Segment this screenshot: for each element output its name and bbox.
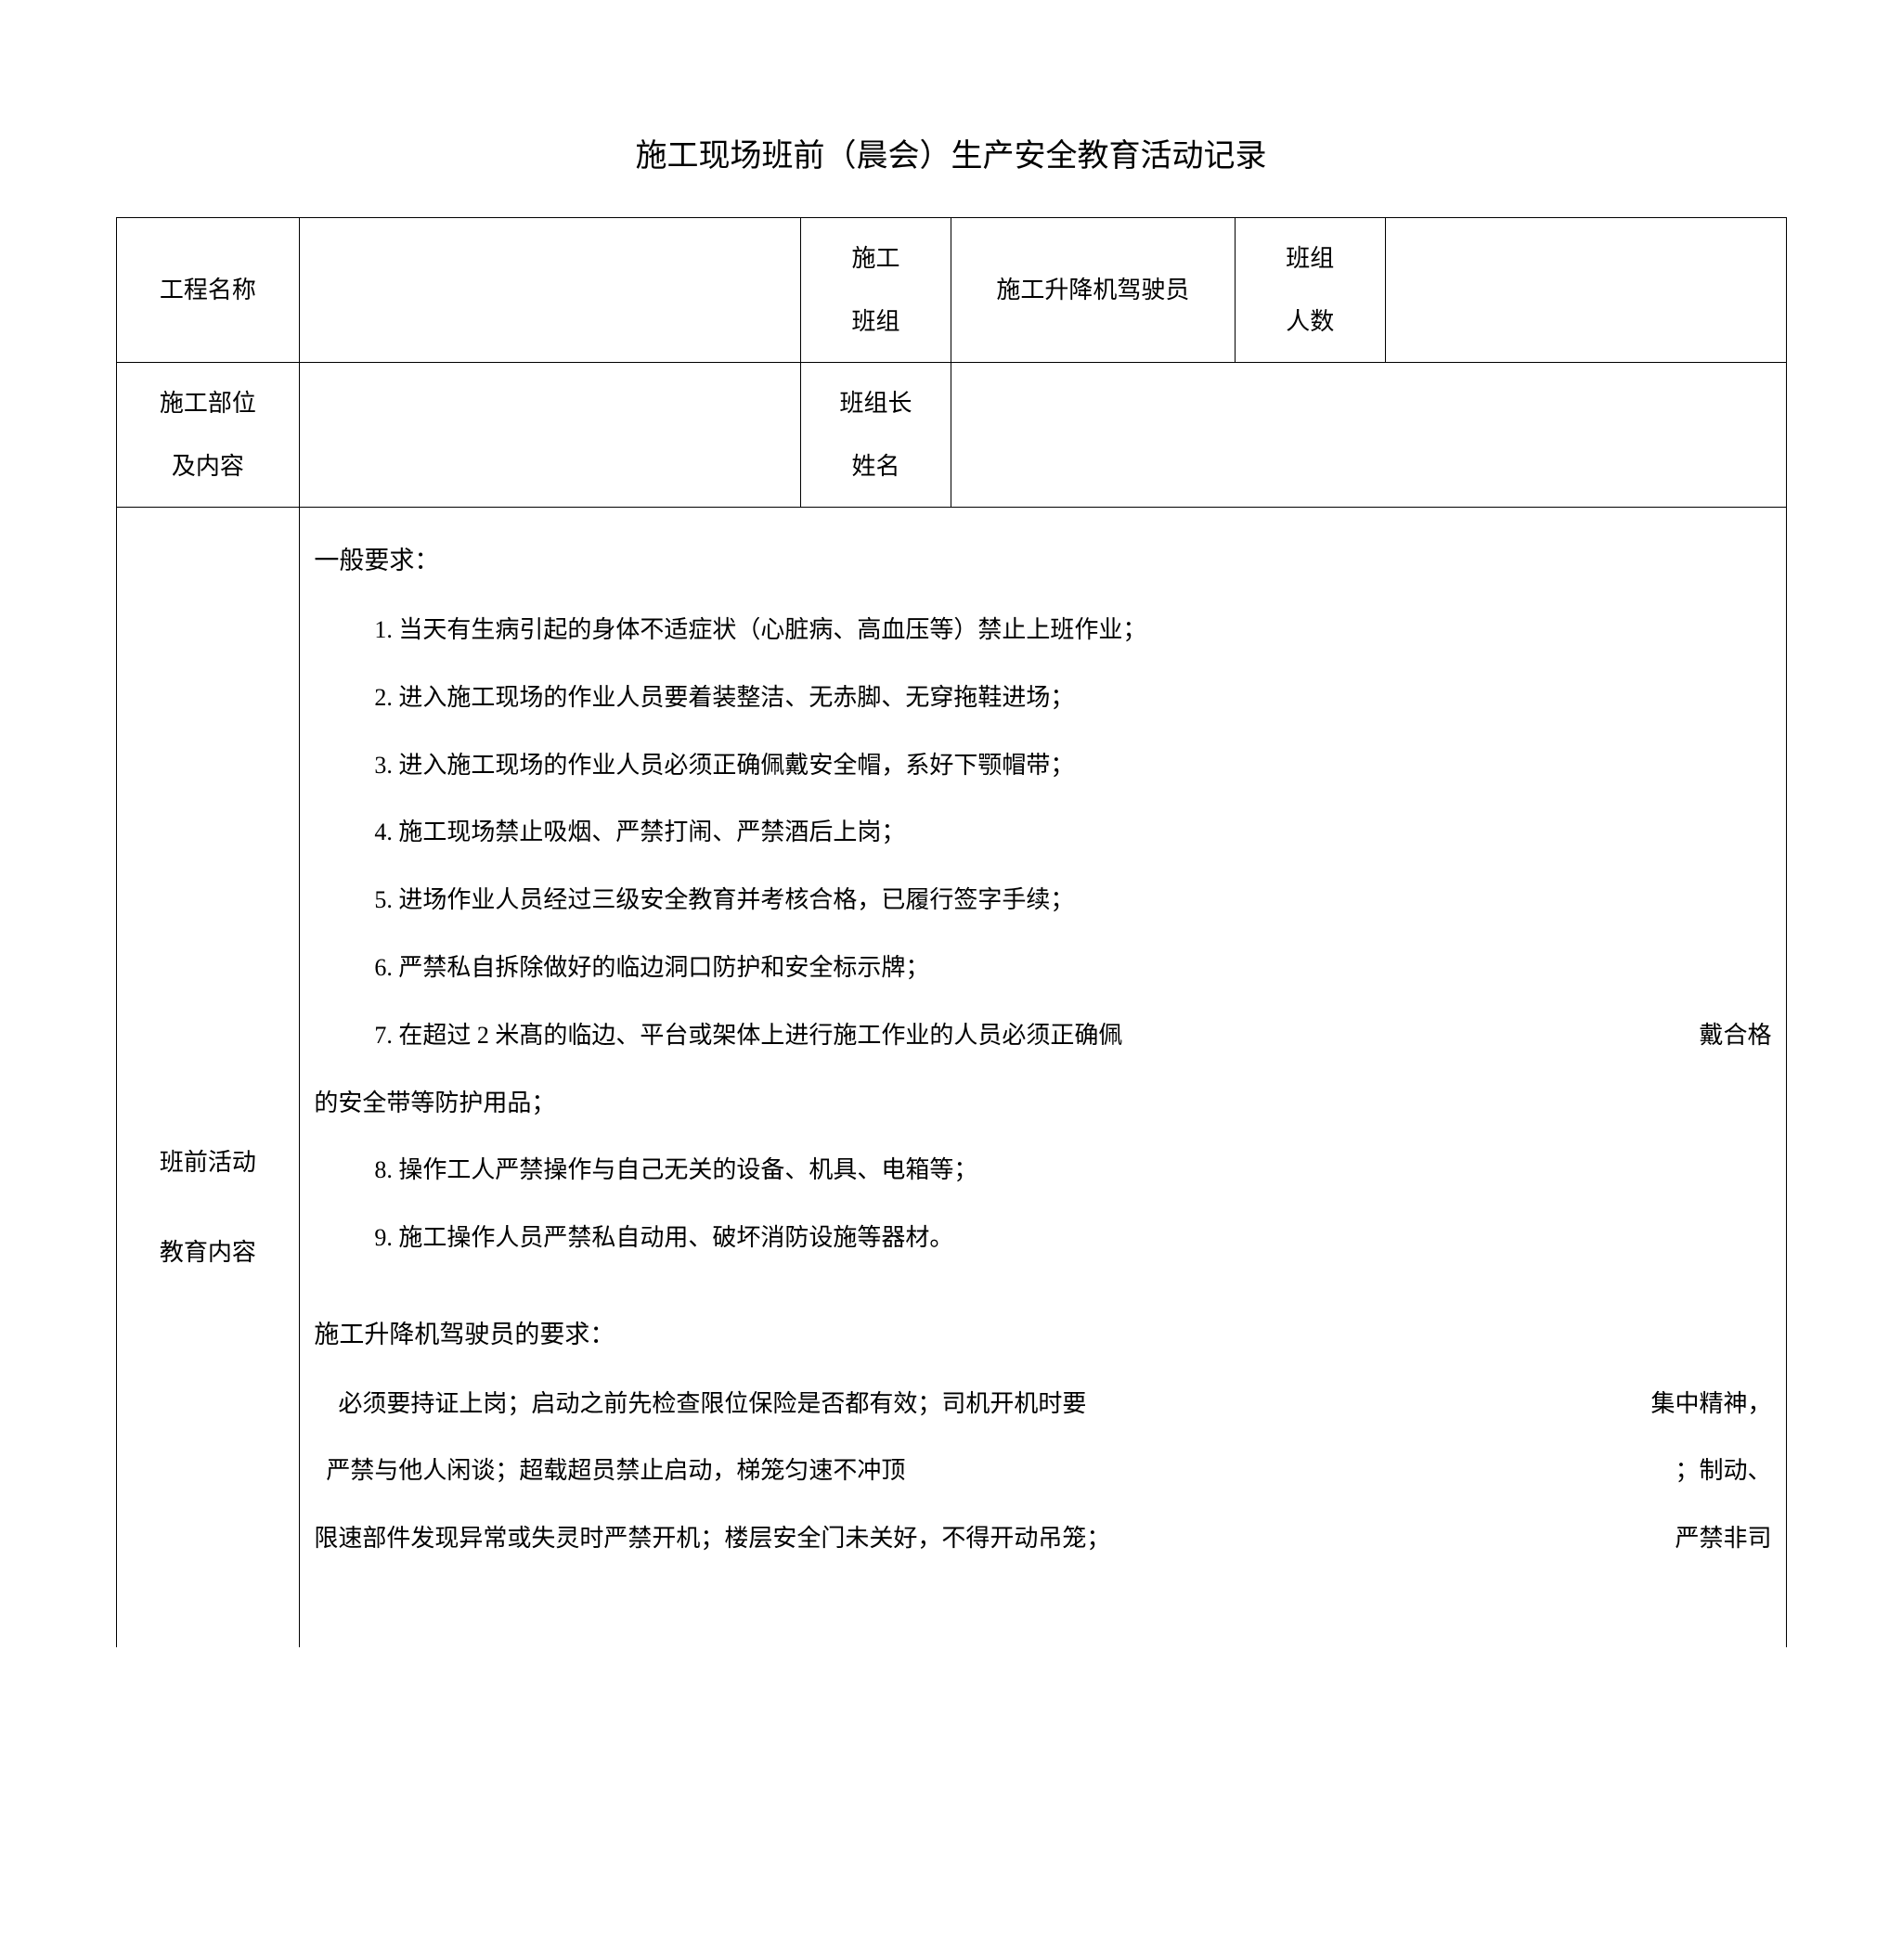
general-item-2: 2. 进入施工现场的作业人员要着装整洁、无赤脚、无穿拖鞋进场； — [314, 664, 1771, 732]
leader-label: 班组长 姓名 — [801, 363, 951, 508]
general-item-7-cont: 的安全带等防护用品； — [314, 1070, 1771, 1138]
headcount-value — [1385, 218, 1786, 363]
general-item-7: 7. 在超过 2 米髙的临边、平台或架体上进行施工作业的人员必须正确佩 戴合格 — [314, 1002, 1771, 1070]
leader-value — [951, 363, 1786, 508]
headcount-label: 班组 人数 — [1235, 218, 1385, 363]
general-heading: 一般要求： — [314, 526, 1771, 597]
general-item-9: 9. 施工操作人员严禁私自动用、破坏消防设施等器材。 — [314, 1205, 1771, 1272]
general-item-1: 1. 当天有生病引起的身体不适症状（心脏病、高血压等）禁止上班作业； — [314, 597, 1771, 664]
team-value: 施工升降机驾驶员 — [951, 218, 1235, 363]
content-body: 一般要求： 1. 当天有生病引起的身体不适症状（心脏病、高血压等）禁止上班作业；… — [300, 508, 1786, 1647]
part-label: 施工部位 及内容 — [116, 363, 300, 508]
specific-line-1: 必须要持证上岗；启动之前先检查限位保险是否都有效；司机开机时要 集中精神， — [314, 1371, 1771, 1438]
record-table: 工程名称 施工 班组 施工升降机驾驶员 班组 人数 施工部位 — [116, 217, 1787, 1647]
specific-line-2: 严禁与他人闲谈；超载超员禁止启动，梯笼匀速不冲顶 ；制动、 — [314, 1438, 1771, 1505]
project-name-label: 工程名称 — [116, 218, 300, 363]
part-value — [300, 363, 801, 508]
project-name-value — [300, 218, 801, 363]
specific-line-3: 限速部件发现异常或失灵时严禁开机；楼层安全门未关好，不得开动吊笼； 严禁非司 — [314, 1505, 1771, 1573]
content-label: 班前活动 教育内容 — [116, 508, 300, 1647]
specific-heading: 施工升降机驾驶员的要求： — [314, 1300, 1771, 1371]
general-item-5: 5. 进场作业人员经过三级安全教育并考核合格，已履行签字手续； — [314, 867, 1771, 935]
general-item-8: 8. 操作工人严禁操作与自己无关的设备、机具、电箱等； — [314, 1137, 1771, 1205]
general-item-3: 3. 进入施工现场的作业人员必须正确佩戴安全帽，系好下颚帽带； — [314, 732, 1771, 800]
general-item-4: 4. 施工现场禁止吸烟、严禁打闹、严禁酒后上岗； — [314, 799, 1771, 867]
page-title: 施工现场班前（晨会）生产安全教育活动记录 — [116, 130, 1787, 175]
general-item-6: 6. 严禁私自拆除做好的临边洞口防护和安全标示牌； — [314, 935, 1771, 1002]
team-label: 施工 班组 — [801, 218, 951, 363]
